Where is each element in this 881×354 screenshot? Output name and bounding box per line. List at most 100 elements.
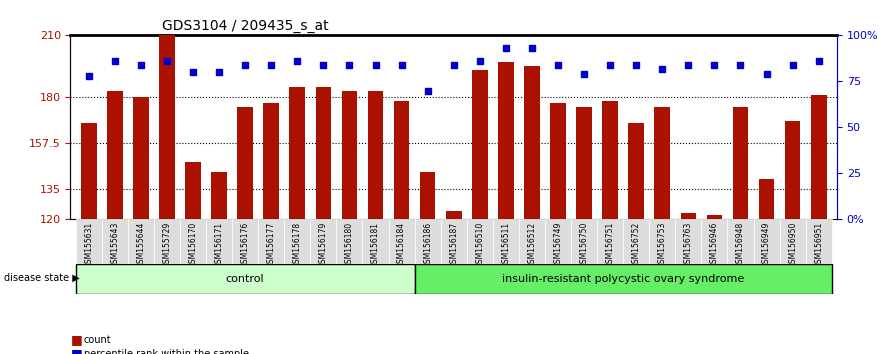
Point	[681, 62, 695, 68]
Point	[759, 71, 774, 77]
Text: GSM155729: GSM155729	[162, 222, 172, 268]
Text: percentile rank within the sample: percentile rank within the sample	[84, 349, 248, 354]
FancyBboxPatch shape	[805, 219, 832, 264]
Point	[734, 62, 748, 68]
FancyBboxPatch shape	[285, 219, 310, 264]
FancyBboxPatch shape	[676, 219, 701, 264]
FancyBboxPatch shape	[102, 219, 128, 264]
Point	[603, 62, 618, 68]
Bar	[707, 215, 722, 219]
Bar	[211, 172, 227, 219]
Bar	[680, 213, 696, 219]
FancyBboxPatch shape	[415, 264, 832, 294]
Text: count: count	[84, 335, 111, 345]
FancyBboxPatch shape	[753, 219, 780, 264]
Bar	[446, 211, 462, 219]
Bar	[759, 178, 774, 219]
Text: GSM156951: GSM156951	[814, 222, 823, 268]
Text: GSM156179: GSM156179	[319, 222, 328, 268]
Text: GSM155631: GSM155631	[85, 222, 93, 268]
Point	[107, 58, 122, 64]
Text: GSM156511: GSM156511	[501, 222, 510, 268]
Point	[238, 62, 252, 68]
Point	[134, 62, 148, 68]
Text: ■: ■	[70, 348, 82, 354]
Bar	[498, 62, 514, 219]
Point	[499, 45, 513, 51]
FancyBboxPatch shape	[728, 219, 753, 264]
Bar	[159, 35, 174, 219]
FancyBboxPatch shape	[76, 264, 415, 294]
Point	[159, 58, 174, 64]
Bar	[420, 172, 435, 219]
Bar	[628, 123, 644, 219]
Bar	[315, 86, 331, 219]
Text: GSM156763: GSM156763	[684, 222, 692, 268]
FancyBboxPatch shape	[337, 219, 362, 264]
Text: control: control	[226, 274, 264, 284]
FancyBboxPatch shape	[362, 219, 389, 264]
FancyBboxPatch shape	[389, 219, 415, 264]
FancyBboxPatch shape	[76, 219, 102, 264]
Text: GSM156948: GSM156948	[736, 222, 745, 268]
Text: GSM156176: GSM156176	[241, 222, 249, 268]
FancyBboxPatch shape	[545, 219, 571, 264]
Point	[395, 62, 409, 68]
Bar	[576, 107, 592, 219]
FancyBboxPatch shape	[128, 219, 154, 264]
Point	[629, 62, 643, 68]
Point	[811, 58, 825, 64]
Point	[551, 62, 565, 68]
Bar	[603, 101, 618, 219]
Text: GSM155643: GSM155643	[110, 222, 119, 268]
FancyBboxPatch shape	[415, 219, 440, 264]
Bar	[237, 107, 253, 219]
Bar	[342, 91, 358, 219]
Bar	[785, 121, 801, 219]
Text: GSM156170: GSM156170	[189, 222, 197, 268]
FancyBboxPatch shape	[623, 219, 649, 264]
FancyBboxPatch shape	[597, 219, 623, 264]
Text: GSM156181: GSM156181	[371, 222, 380, 268]
Text: ■: ■	[70, 333, 82, 346]
FancyBboxPatch shape	[232, 219, 258, 264]
FancyBboxPatch shape	[180, 219, 206, 264]
Point	[264, 62, 278, 68]
Bar	[733, 107, 748, 219]
Point	[420, 88, 434, 93]
FancyBboxPatch shape	[154, 219, 180, 264]
FancyBboxPatch shape	[206, 219, 232, 264]
FancyBboxPatch shape	[467, 219, 492, 264]
Point	[655, 66, 670, 72]
FancyBboxPatch shape	[780, 219, 805, 264]
Bar	[81, 123, 97, 219]
Text: GSM156950: GSM156950	[788, 222, 797, 268]
Text: insulin-resistant polycystic ovary syndrome: insulin-resistant polycystic ovary syndr…	[502, 274, 744, 284]
FancyBboxPatch shape	[492, 219, 519, 264]
Bar	[655, 107, 670, 219]
FancyBboxPatch shape	[649, 219, 676, 264]
Text: GSM156510: GSM156510	[475, 222, 485, 268]
Text: GSM156949: GSM156949	[762, 222, 771, 268]
Text: GSM156512: GSM156512	[528, 222, 537, 268]
FancyBboxPatch shape	[258, 219, 285, 264]
Bar	[394, 101, 410, 219]
Text: GSM156184: GSM156184	[397, 222, 406, 268]
Point	[290, 58, 304, 64]
Text: GSM156749: GSM156749	[553, 222, 562, 268]
Text: GSM156178: GSM156178	[292, 222, 302, 268]
Text: GSM156753: GSM156753	[658, 222, 667, 268]
Text: GDS3104 / 209435_s_at: GDS3104 / 209435_s_at	[162, 19, 329, 33]
Bar	[133, 97, 149, 219]
Point	[525, 45, 539, 51]
Point	[343, 62, 357, 68]
Text: GSM156177: GSM156177	[267, 222, 276, 268]
Bar	[107, 91, 122, 219]
FancyBboxPatch shape	[519, 219, 545, 264]
Text: disease state ▶: disease state ▶	[4, 273, 80, 283]
Point	[786, 62, 800, 68]
Bar	[811, 95, 826, 219]
Bar	[550, 103, 566, 219]
FancyBboxPatch shape	[440, 219, 467, 264]
Text: GSM156186: GSM156186	[423, 222, 433, 268]
